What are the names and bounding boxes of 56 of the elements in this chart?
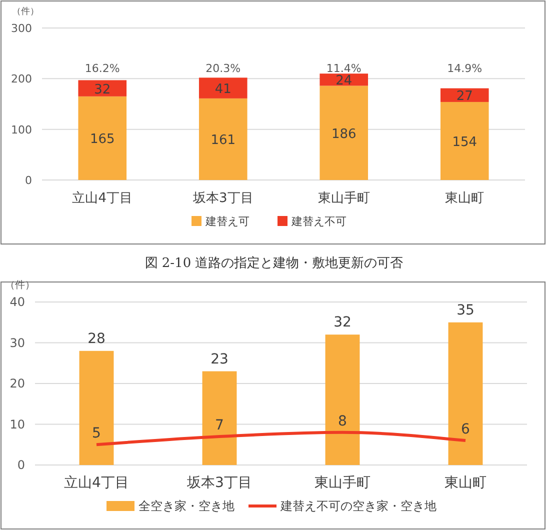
y-tick-label: 40 bbox=[10, 295, 25, 309]
annotation: 16.2% bbox=[84, 62, 120, 75]
y-tick-label: 0 bbox=[25, 174, 32, 187]
data-label: 27 bbox=[456, 89, 473, 104]
y-axis-title: （件） bbox=[12, 6, 39, 17]
annotation: 14.9% bbox=[447, 62, 482, 75]
bar bbox=[78, 96, 127, 180]
y-tick-label: 10 bbox=[10, 417, 25, 432]
bar bbox=[79, 350, 114, 465]
bar bbox=[440, 88, 489, 102]
y-axis-title: （件） bbox=[5, 280, 35, 291]
data-label: 8 bbox=[338, 413, 347, 430]
legend-label: 建替え不可の空き家・空き地 bbox=[280, 499, 436, 513]
x-tick-label: 立山4丁目 bbox=[72, 190, 133, 206]
legend-label: 建替え可 bbox=[204, 215, 250, 228]
y-tick-label: 300 bbox=[11, 22, 32, 35]
data-label: 165 bbox=[90, 132, 115, 148]
legend-label: 建替え不可 bbox=[290, 215, 346, 228]
data-label: 35 bbox=[456, 302, 474, 318]
y-tick-label: 30 bbox=[10, 336, 25, 350]
bar bbox=[320, 74, 368, 86]
annotation: 20.3% bbox=[206, 62, 241, 75]
bar bbox=[78, 80, 127, 96]
data-label: 23 bbox=[210, 351, 228, 368]
bar bbox=[448, 322, 483, 465]
data-label: 7 bbox=[215, 417, 224, 434]
data-label: 6 bbox=[461, 422, 470, 438]
x-tick-label: 東山手町 bbox=[314, 475, 370, 491]
bar bbox=[198, 78, 248, 98]
x-tick-label: 坂本3丁目 bbox=[186, 475, 252, 491]
x-tick-label: 東山町 bbox=[444, 475, 486, 491]
x-tick-label: 東山町 bbox=[445, 191, 484, 206]
bar bbox=[325, 334, 360, 465]
caption: 図 2-10 道路の指定と建物・敷地更新の可否 bbox=[144, 256, 404, 271]
data-label: 154 bbox=[452, 134, 478, 150]
bar bbox=[202, 371, 237, 465]
x-tick-label: 立山4丁目 bbox=[64, 475, 129, 491]
data-label: 5 bbox=[92, 426, 101, 442]
data-label: 24 bbox=[336, 74, 352, 89]
data-label: 32 bbox=[334, 314, 352, 331]
data-label: 32 bbox=[94, 82, 111, 98]
bar bbox=[320, 86, 368, 180]
data-label: 161 bbox=[210, 133, 236, 148]
y-tick-label: 200 bbox=[11, 72, 32, 86]
data-label: 186 bbox=[331, 126, 356, 142]
legend-label: 全空き家・空き地 bbox=[138, 499, 234, 513]
y-tick-label: 100 bbox=[11, 123, 32, 136]
y-tick-label: 20 bbox=[10, 376, 25, 390]
data-label: 41 bbox=[214, 82, 232, 98]
data-label: 28 bbox=[88, 330, 106, 347]
annotation: 11.4% bbox=[326, 62, 362, 75]
x-tick-label: 東山手町 bbox=[318, 191, 370, 206]
x-tick-label: 坂本3丁目 bbox=[192, 191, 254, 206]
bar bbox=[198, 98, 248, 180]
y-tick-label: 0 bbox=[17, 458, 25, 472]
bar bbox=[440, 102, 489, 180]
